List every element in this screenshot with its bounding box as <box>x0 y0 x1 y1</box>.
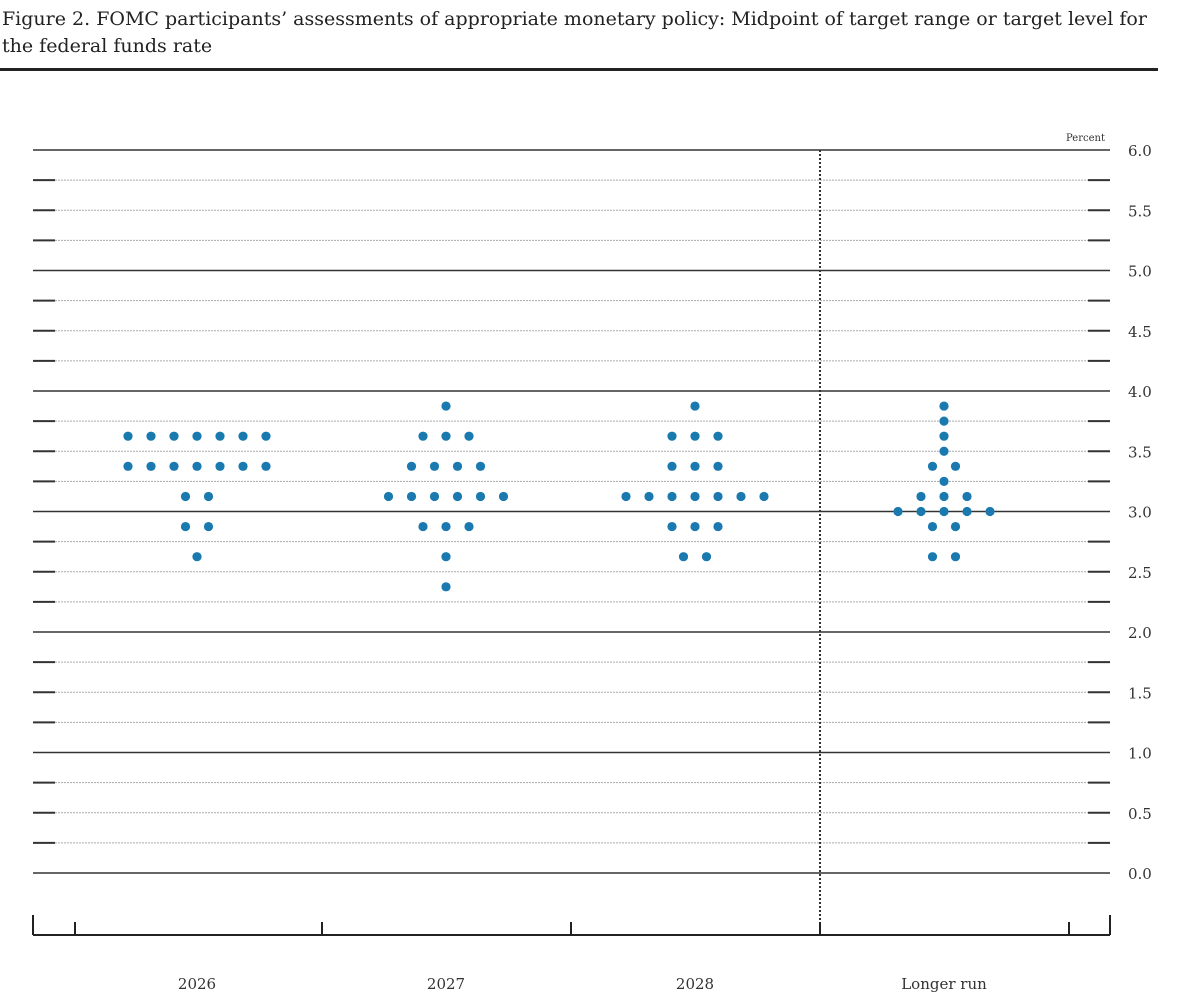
dot-2028 <box>736 491 746 502</box>
dot-2026 <box>169 431 179 441</box>
dot-2027 <box>498 491 509 502</box>
dot-2028 <box>644 491 654 502</box>
dot-2027 <box>475 461 486 471</box>
dot-2028 <box>701 552 712 562</box>
dot-2026 <box>261 431 271 441</box>
dot-2027 <box>464 431 474 441</box>
x-category-label: 2028 <box>676 975 714 993</box>
dot-2027 <box>441 431 451 441</box>
dot-2026 <box>215 431 225 441</box>
dot-2026 <box>261 461 271 471</box>
dot-2026 <box>146 461 156 471</box>
y-tick-label: 4.5 <box>1128 323 1152 341</box>
dot-longer-run <box>985 506 995 517</box>
dot-2027 <box>452 491 463 502</box>
x-category-label: 2027 <box>427 975 465 993</box>
dot-2026 <box>192 552 202 562</box>
y-tick-label: 0.0 <box>1128 865 1152 883</box>
y-unit-label: Percent <box>1066 133 1105 144</box>
dot-2028 <box>713 461 723 471</box>
dot-longer-run <box>927 521 938 532</box>
dot-2028 <box>690 431 700 441</box>
dot-longer-run <box>927 461 938 471</box>
dot-2028 <box>667 431 677 441</box>
dot-2027 <box>429 461 440 471</box>
y-tick-label: 0.5 <box>1128 805 1152 823</box>
dot-2027 <box>464 521 474 532</box>
dot-longer-run <box>939 491 949 502</box>
dot-2028 <box>690 401 700 411</box>
dot-2028 <box>713 491 723 502</box>
dot-2027 <box>418 521 428 532</box>
dot-2028 <box>713 521 723 532</box>
dot-2028 <box>667 461 677 471</box>
x-category-label: Longer run <box>901 975 987 993</box>
dot-2026 <box>238 431 248 441</box>
dot-2027 <box>406 491 417 502</box>
dot-2027 <box>475 491 486 502</box>
dot-longer-run <box>939 476 949 486</box>
dot-2028 <box>713 431 723 441</box>
dot-2026 <box>123 461 133 471</box>
y-tick-label: 5.0 <box>1128 263 1152 281</box>
dot-2027 <box>441 401 451 411</box>
y-tick-label: 1.5 <box>1128 684 1152 702</box>
y-tick-label: 2.0 <box>1128 624 1152 642</box>
x-category-label: 2026 <box>178 975 216 993</box>
dot-longer-run <box>939 506 949 517</box>
dot-longer-run <box>962 506 972 517</box>
dot-2026 <box>169 461 179 471</box>
dot-2027 <box>406 461 417 471</box>
dot-2027 <box>441 582 451 592</box>
dot-longer-run <box>939 416 949 426</box>
dot-2028 <box>690 521 700 532</box>
dot-longer-run <box>950 521 961 532</box>
dot-2027 <box>441 552 451 562</box>
dot-2028 <box>690 491 700 502</box>
dot-2026 <box>238 461 248 471</box>
figure-title: Figure 2. FOMC participants’ assessments… <box>2 8 1147 57</box>
dot-2027 <box>429 491 440 502</box>
dot-2027 <box>418 431 428 441</box>
dot-2026 <box>203 521 214 532</box>
dot-2026 <box>180 491 191 502</box>
dot-longer-run <box>962 491 972 502</box>
dot-2026 <box>180 521 191 532</box>
dot-longer-run <box>893 506 903 517</box>
dot-longer-run <box>950 461 961 471</box>
dot-longer-run <box>939 401 949 411</box>
dot-longer-run <box>939 446 949 456</box>
dot-2026 <box>203 491 214 502</box>
y-tick-label: 3.5 <box>1128 443 1152 461</box>
dot-2027 <box>383 491 394 502</box>
dot-2028 <box>690 461 700 471</box>
dot-longer-run <box>939 431 949 441</box>
dot-longer-run <box>916 506 926 517</box>
dot-2026 <box>146 431 156 441</box>
dot-2028 <box>667 521 677 532</box>
dot-2027 <box>452 461 463 471</box>
dot-2028 <box>621 491 631 502</box>
dot-2028 <box>759 491 769 502</box>
dot-2028 <box>678 552 689 562</box>
y-tick-label: 6.0 <box>1128 142 1152 160</box>
title-rule <box>0 68 1158 71</box>
y-tick-label: 4.0 <box>1128 383 1152 401</box>
dot-2026 <box>123 431 133 441</box>
dot-2027 <box>441 521 451 532</box>
y-tick-label: 5.5 <box>1128 202 1152 220</box>
dot-2026 <box>192 431 202 441</box>
dot-longer-run <box>916 491 926 502</box>
dot-2026 <box>192 461 202 471</box>
y-tick-label: 2.5 <box>1128 564 1152 582</box>
dot-2028 <box>667 491 677 502</box>
y-tick-label: 1.0 <box>1128 745 1152 763</box>
dot-2026 <box>215 461 225 471</box>
y-tick-label: 3.0 <box>1128 504 1152 522</box>
dot-longer-run <box>950 552 961 562</box>
dot-longer-run <box>927 552 938 562</box>
